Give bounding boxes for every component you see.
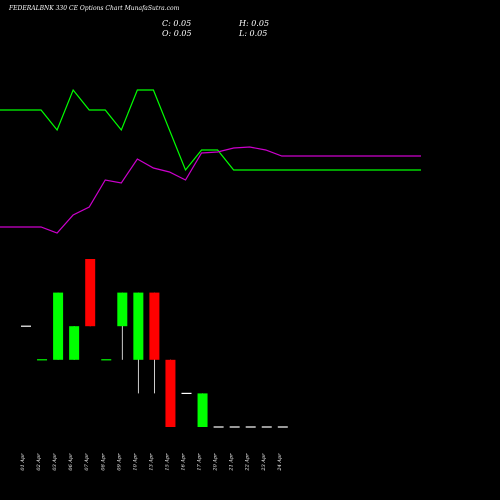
x-tick-label: 01 Apr — [20, 453, 26, 471]
x-tick-label: 20 Apr — [213, 453, 219, 472]
x-tick-label: 02 Apr — [36, 453, 42, 471]
x-tick-label: 08 Apr — [100, 453, 106, 471]
x-tick-label: 24 Apr — [277, 453, 283, 472]
high-value: H: 0.05 — [239, 19, 270, 28]
x-tick-label: 06 Apr — [68, 453, 74, 471]
candle-up — [69, 326, 80, 360]
x-tick-label: 22 Apr — [245, 453, 251, 472]
x-tick-label: 03 Apr — [52, 453, 58, 471]
candles — [21, 259, 288, 428]
candle-up — [117, 292, 128, 327]
candle-down — [85, 259, 96, 327]
indicator-lines — [0, 88, 421, 234]
x-tick-label: 21 Apr — [229, 453, 235, 472]
x-tick-label: 09 Apr — [116, 453, 122, 471]
x-tick-label: 17 Apr — [197, 453, 203, 471]
candle-down — [149, 292, 160, 360]
indicator-line-1 — [0, 88, 421, 172]
candle-down — [165, 359, 176, 427]
indicator-line-2 — [0, 146, 421, 234]
chart-title: FEDERALBNK 330 CE Options Chart MunafaSu… — [9, 5, 180, 12]
candle-up — [53, 292, 64, 360]
x-tick-label: 15 Apr — [164, 453, 170, 471]
x-tick-label: 23 Apr — [261, 453, 267, 472]
low-value: L: 0.05 — [239, 29, 268, 38]
x-tick-label: 16 Apr — [181, 453, 187, 471]
candle-up — [133, 292, 144, 360]
candle-up — [197, 393, 208, 427]
x-tick-label: 13 Apr — [148, 453, 154, 471]
open-value: O: 0.05 — [162, 29, 192, 38]
close-value: C: 0.05 — [162, 19, 192, 28]
x-axis-labels: 01 Apr 02 Apr 03 Apr 06 Apr 07 Apr 08 Apr 09 A… — [20, 453, 283, 472]
x-tick-label: 07 Apr — [84, 453, 90, 471]
x-tick-label: 10 Apr — [132, 453, 138, 471]
